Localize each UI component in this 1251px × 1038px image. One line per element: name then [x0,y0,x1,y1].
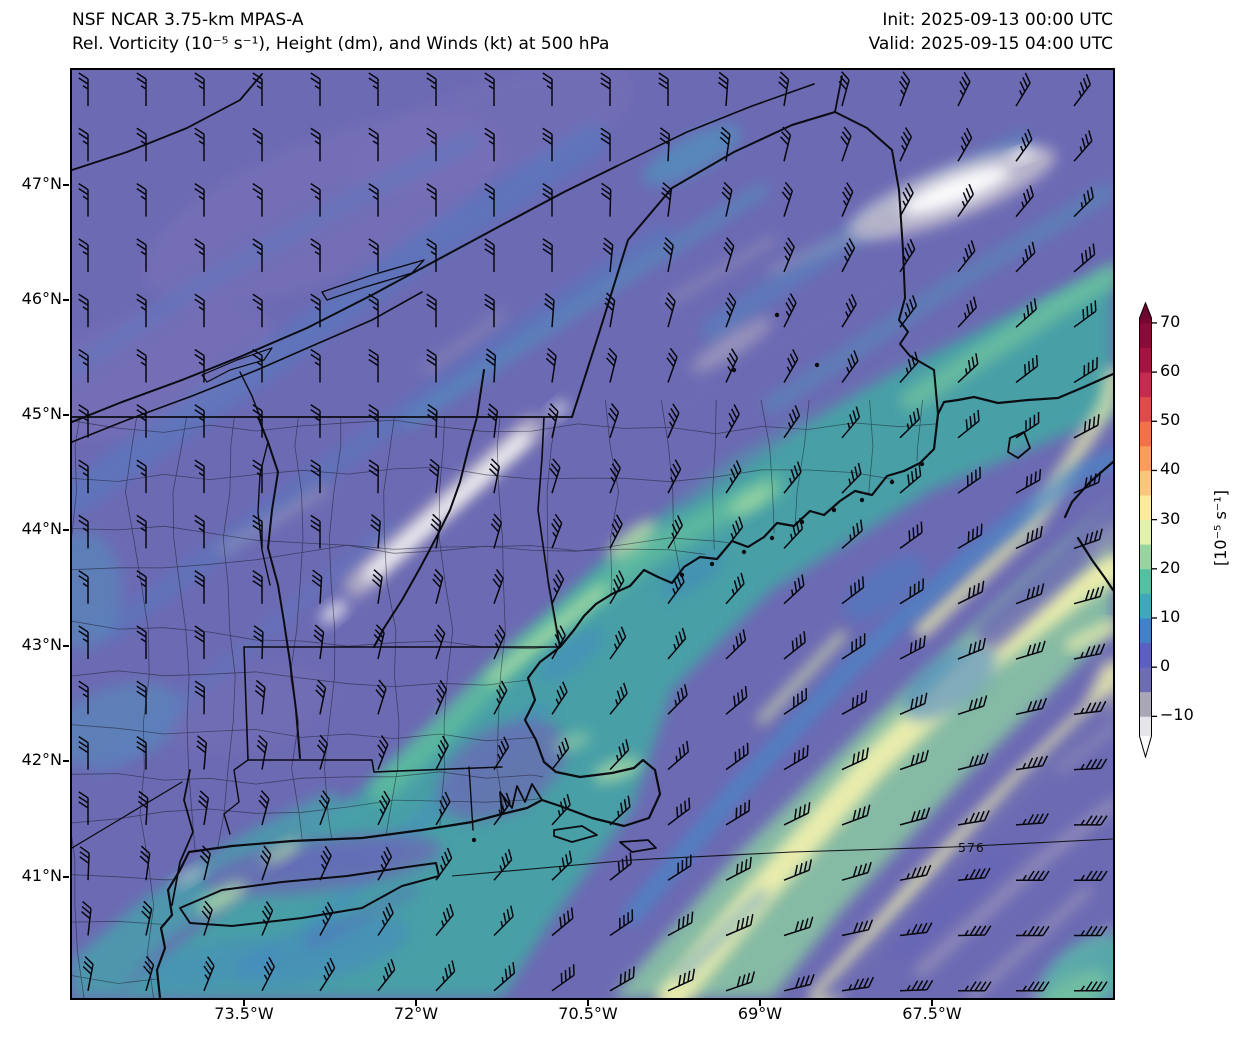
colorbar-tick-label: −10 [1160,705,1194,724]
axis-tick-mark [63,760,69,762]
y-tick-label: 41°N [21,866,62,885]
height-contour-label: 576 [958,840,985,855]
y-tick-label: 44°N [21,519,62,538]
x-tick-label: 69°W [737,1004,783,1023]
colorbar-tick-label: 50 [1160,410,1181,429]
colorbar-tick-label: 30 [1160,509,1181,528]
valid-time-label: Valid: 2025-09-15 04:00 UTC [868,34,1113,54]
axis-tick-mark [63,529,69,531]
model-title: NSF NCAR 3.75-km MPAS-A [72,10,304,30]
axis-tick-mark [63,414,69,416]
colorbar-tick-label: 70 [1160,312,1181,331]
axis-tick-mark [63,645,69,647]
x-tick-label: 72°W [393,1004,439,1023]
axis-tick-mark [63,876,69,878]
colorbar-tick-label: 20 [1160,558,1181,577]
colorbar-unit-label: [10⁻⁵ s⁻¹] [1211,490,1230,566]
colorbar [1139,301,1209,759]
axis-tick-mark [243,1000,245,1006]
axis-tick-mark [63,184,69,186]
x-tick-label: 73.5°W [214,1004,274,1023]
x-tick-label: 67.5°W [902,1004,962,1023]
plot-title: Rel. Vorticity (10⁻⁵ s⁻¹), Height (dm), … [72,34,610,54]
x-tick-label: 70.5°W [558,1004,618,1023]
y-tick-label: 43°N [21,635,62,654]
y-tick-label: 46°N [21,289,62,308]
map-canvas [70,68,1115,1000]
axis-tick-mark [587,1000,589,1006]
y-tick-label: 47°N [21,174,62,193]
init-time-label: Init: 2025-09-13 00:00 UTC [882,10,1113,30]
axis-tick-mark [63,299,69,301]
axis-tick-mark [415,1000,417,1006]
axis-tick-mark [759,1000,761,1006]
colorbar-tick-label: 60 [1160,361,1181,380]
colorbar-tick-label: 40 [1160,459,1181,478]
colorbar-tick-label: 10 [1160,607,1181,626]
y-tick-label: 45°N [21,404,62,423]
y-tick-label: 42°N [21,750,62,769]
axis-tick-mark [931,1000,933,1006]
colorbar-tick-label: 0 [1160,656,1171,675]
